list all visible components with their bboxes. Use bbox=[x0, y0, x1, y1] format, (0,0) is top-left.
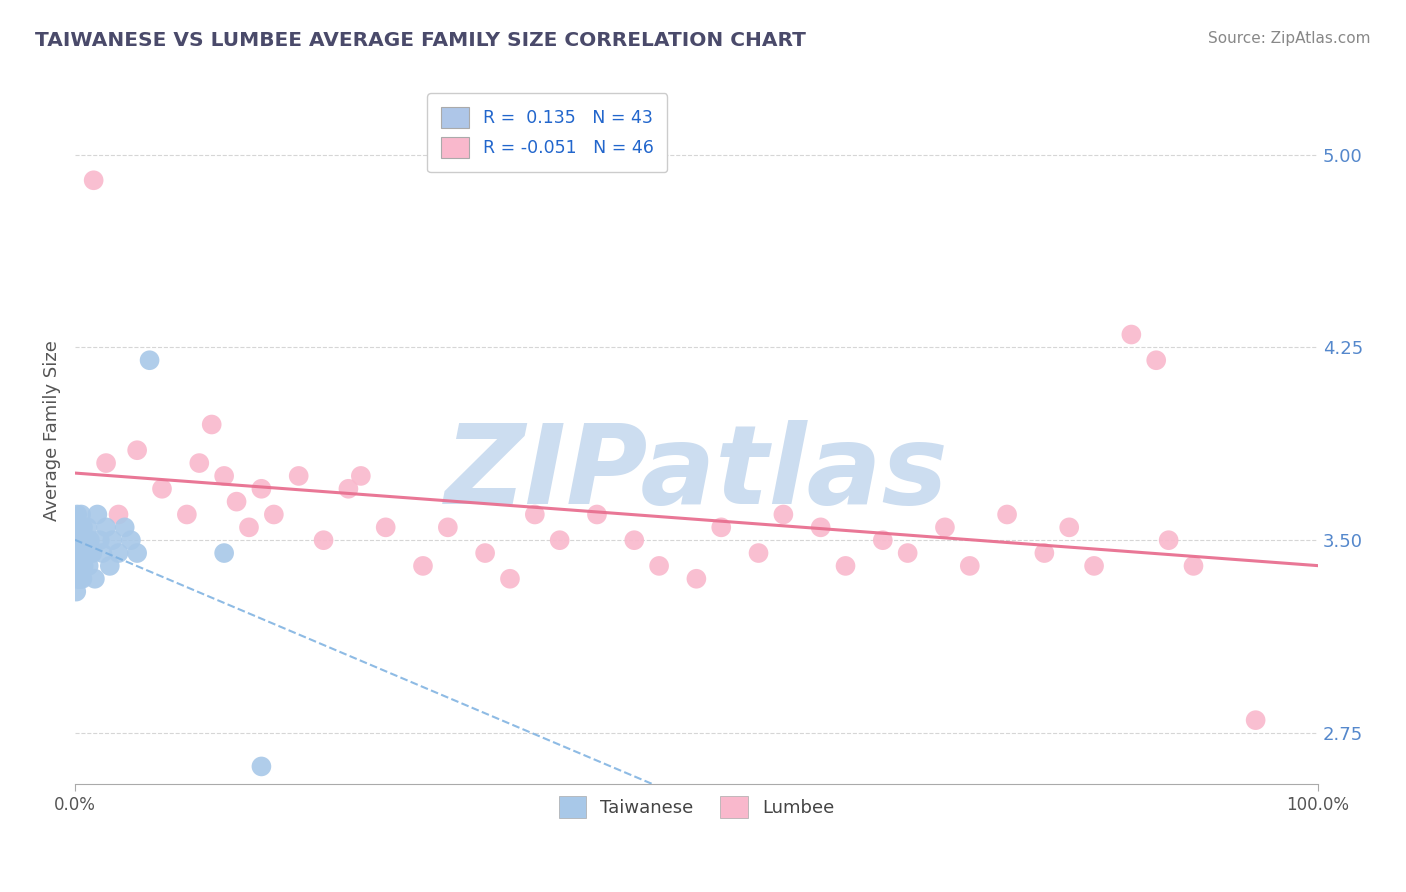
Point bbox=[523, 508, 546, 522]
Point bbox=[176, 508, 198, 522]
Point bbox=[263, 508, 285, 522]
Point bbox=[82, 546, 104, 560]
Text: ZIPatlas: ZIPatlas bbox=[444, 420, 948, 527]
Point bbox=[98, 558, 121, 573]
Point bbox=[959, 558, 981, 573]
Point bbox=[337, 482, 360, 496]
Point bbox=[73, 533, 96, 548]
Point bbox=[73, 558, 96, 573]
Point bbox=[548, 533, 571, 548]
Point bbox=[1057, 520, 1080, 534]
Text: TAIWANESE VS LUMBEE AVERAGE FAMILY SIZE CORRELATION CHART: TAIWANESE VS LUMBEE AVERAGE FAMILY SIZE … bbox=[35, 31, 806, 50]
Point bbox=[772, 508, 794, 522]
Point bbox=[374, 520, 396, 534]
Point bbox=[150, 482, 173, 496]
Point bbox=[250, 759, 273, 773]
Point bbox=[834, 558, 856, 573]
Point bbox=[437, 520, 460, 534]
Point bbox=[250, 482, 273, 496]
Point bbox=[1033, 546, 1056, 560]
Point bbox=[872, 533, 894, 548]
Point bbox=[685, 572, 707, 586]
Point bbox=[94, 520, 117, 534]
Point bbox=[1182, 558, 1205, 573]
Point bbox=[127, 443, 149, 458]
Legend: Taiwanese, Lumbee: Taiwanese, Lumbee bbox=[551, 789, 841, 825]
Point bbox=[91, 546, 114, 560]
Point bbox=[83, 173, 105, 187]
Point bbox=[188, 456, 211, 470]
Point bbox=[312, 533, 335, 548]
Point bbox=[287, 469, 309, 483]
Point bbox=[66, 533, 89, 548]
Point bbox=[89, 533, 111, 548]
Point bbox=[65, 584, 87, 599]
Point bbox=[107, 546, 129, 560]
Point bbox=[474, 546, 496, 560]
Point bbox=[1244, 713, 1267, 727]
Point bbox=[83, 572, 105, 586]
Point bbox=[1157, 533, 1180, 548]
Point bbox=[67, 520, 90, 534]
Point bbox=[127, 546, 149, 560]
Point bbox=[747, 546, 769, 560]
Point bbox=[212, 546, 235, 560]
Point bbox=[65, 520, 87, 534]
Point bbox=[67, 533, 90, 548]
Point bbox=[66, 558, 89, 573]
Point bbox=[350, 469, 373, 483]
Point bbox=[66, 572, 89, 586]
Point bbox=[238, 520, 260, 534]
Point bbox=[67, 558, 90, 573]
Point bbox=[201, 417, 224, 432]
Point bbox=[934, 520, 956, 534]
Point bbox=[1121, 327, 1143, 342]
Point bbox=[70, 508, 93, 522]
Point bbox=[65, 546, 87, 560]
Point bbox=[70, 533, 93, 548]
Point bbox=[75, 546, 97, 560]
Point bbox=[120, 533, 142, 548]
Point bbox=[810, 520, 832, 534]
Point bbox=[67, 572, 90, 586]
Point bbox=[69, 572, 91, 586]
Point bbox=[212, 469, 235, 483]
Point bbox=[648, 558, 671, 573]
Point bbox=[69, 558, 91, 573]
Point bbox=[69, 546, 91, 560]
Point bbox=[412, 558, 434, 573]
Point bbox=[107, 508, 129, 522]
Point bbox=[65, 533, 87, 548]
Point bbox=[86, 508, 108, 522]
Point bbox=[67, 546, 90, 560]
Point bbox=[623, 533, 645, 548]
Point bbox=[995, 508, 1018, 522]
Point bbox=[1144, 353, 1167, 368]
Point bbox=[225, 494, 247, 508]
Point bbox=[710, 520, 733, 534]
Point bbox=[499, 572, 522, 586]
Point bbox=[66, 508, 89, 522]
Point bbox=[114, 520, 136, 534]
Point bbox=[77, 558, 100, 573]
Point bbox=[1083, 558, 1105, 573]
Point bbox=[70, 546, 93, 560]
Text: Source: ZipAtlas.com: Source: ZipAtlas.com bbox=[1208, 31, 1371, 46]
Point bbox=[76, 520, 98, 534]
Point bbox=[72, 572, 94, 586]
Point bbox=[72, 520, 94, 534]
Point bbox=[69, 520, 91, 534]
Point bbox=[138, 353, 160, 368]
Y-axis label: Average Family Size: Average Family Size bbox=[44, 341, 60, 521]
Point bbox=[94, 456, 117, 470]
Point bbox=[897, 546, 920, 560]
Point bbox=[586, 508, 609, 522]
Point bbox=[101, 533, 124, 548]
Point bbox=[79, 533, 101, 548]
